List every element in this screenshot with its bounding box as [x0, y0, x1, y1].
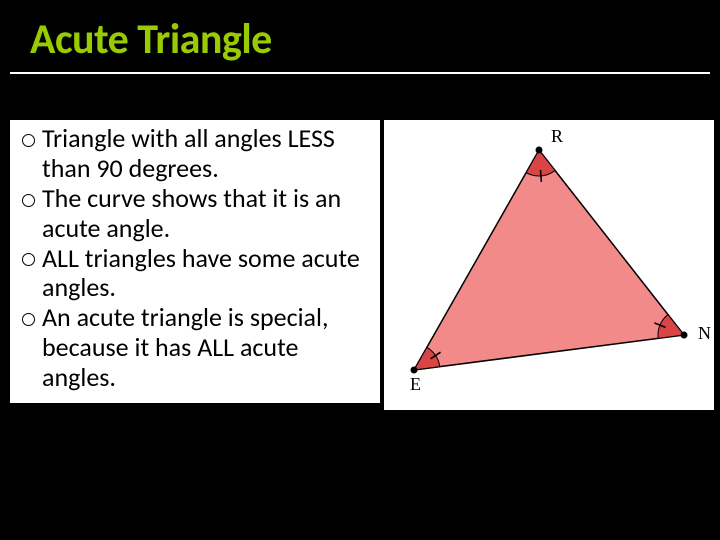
list-item: The curve shows that it is an acute angl… [20, 184, 374, 244]
bullet-panel: Triangle with all angles LESS than 90 de… [10, 120, 380, 403]
slide: Acute Triangle Triangle with all angles … [0, 0, 720, 540]
bullet-list: Triangle with all angles LESS than 90 de… [20, 124, 374, 393]
triangle-figure: R E N [384, 120, 714, 410]
svg-text:R: R [551, 126, 563, 146]
svg-text:E: E [410, 374, 421, 394]
triangle-svg: R E N [384, 120, 714, 410]
list-item: Triangle with all angles LESS than 90 de… [20, 124, 374, 184]
svg-text:N: N [698, 323, 711, 343]
list-item: ALL triangles have some acute angles. [20, 244, 374, 304]
slide-title: Acute Triangle [30, 14, 272, 65]
list-item: An acute triangle is special, because it… [20, 303, 374, 393]
title-underline [10, 72, 710, 74]
